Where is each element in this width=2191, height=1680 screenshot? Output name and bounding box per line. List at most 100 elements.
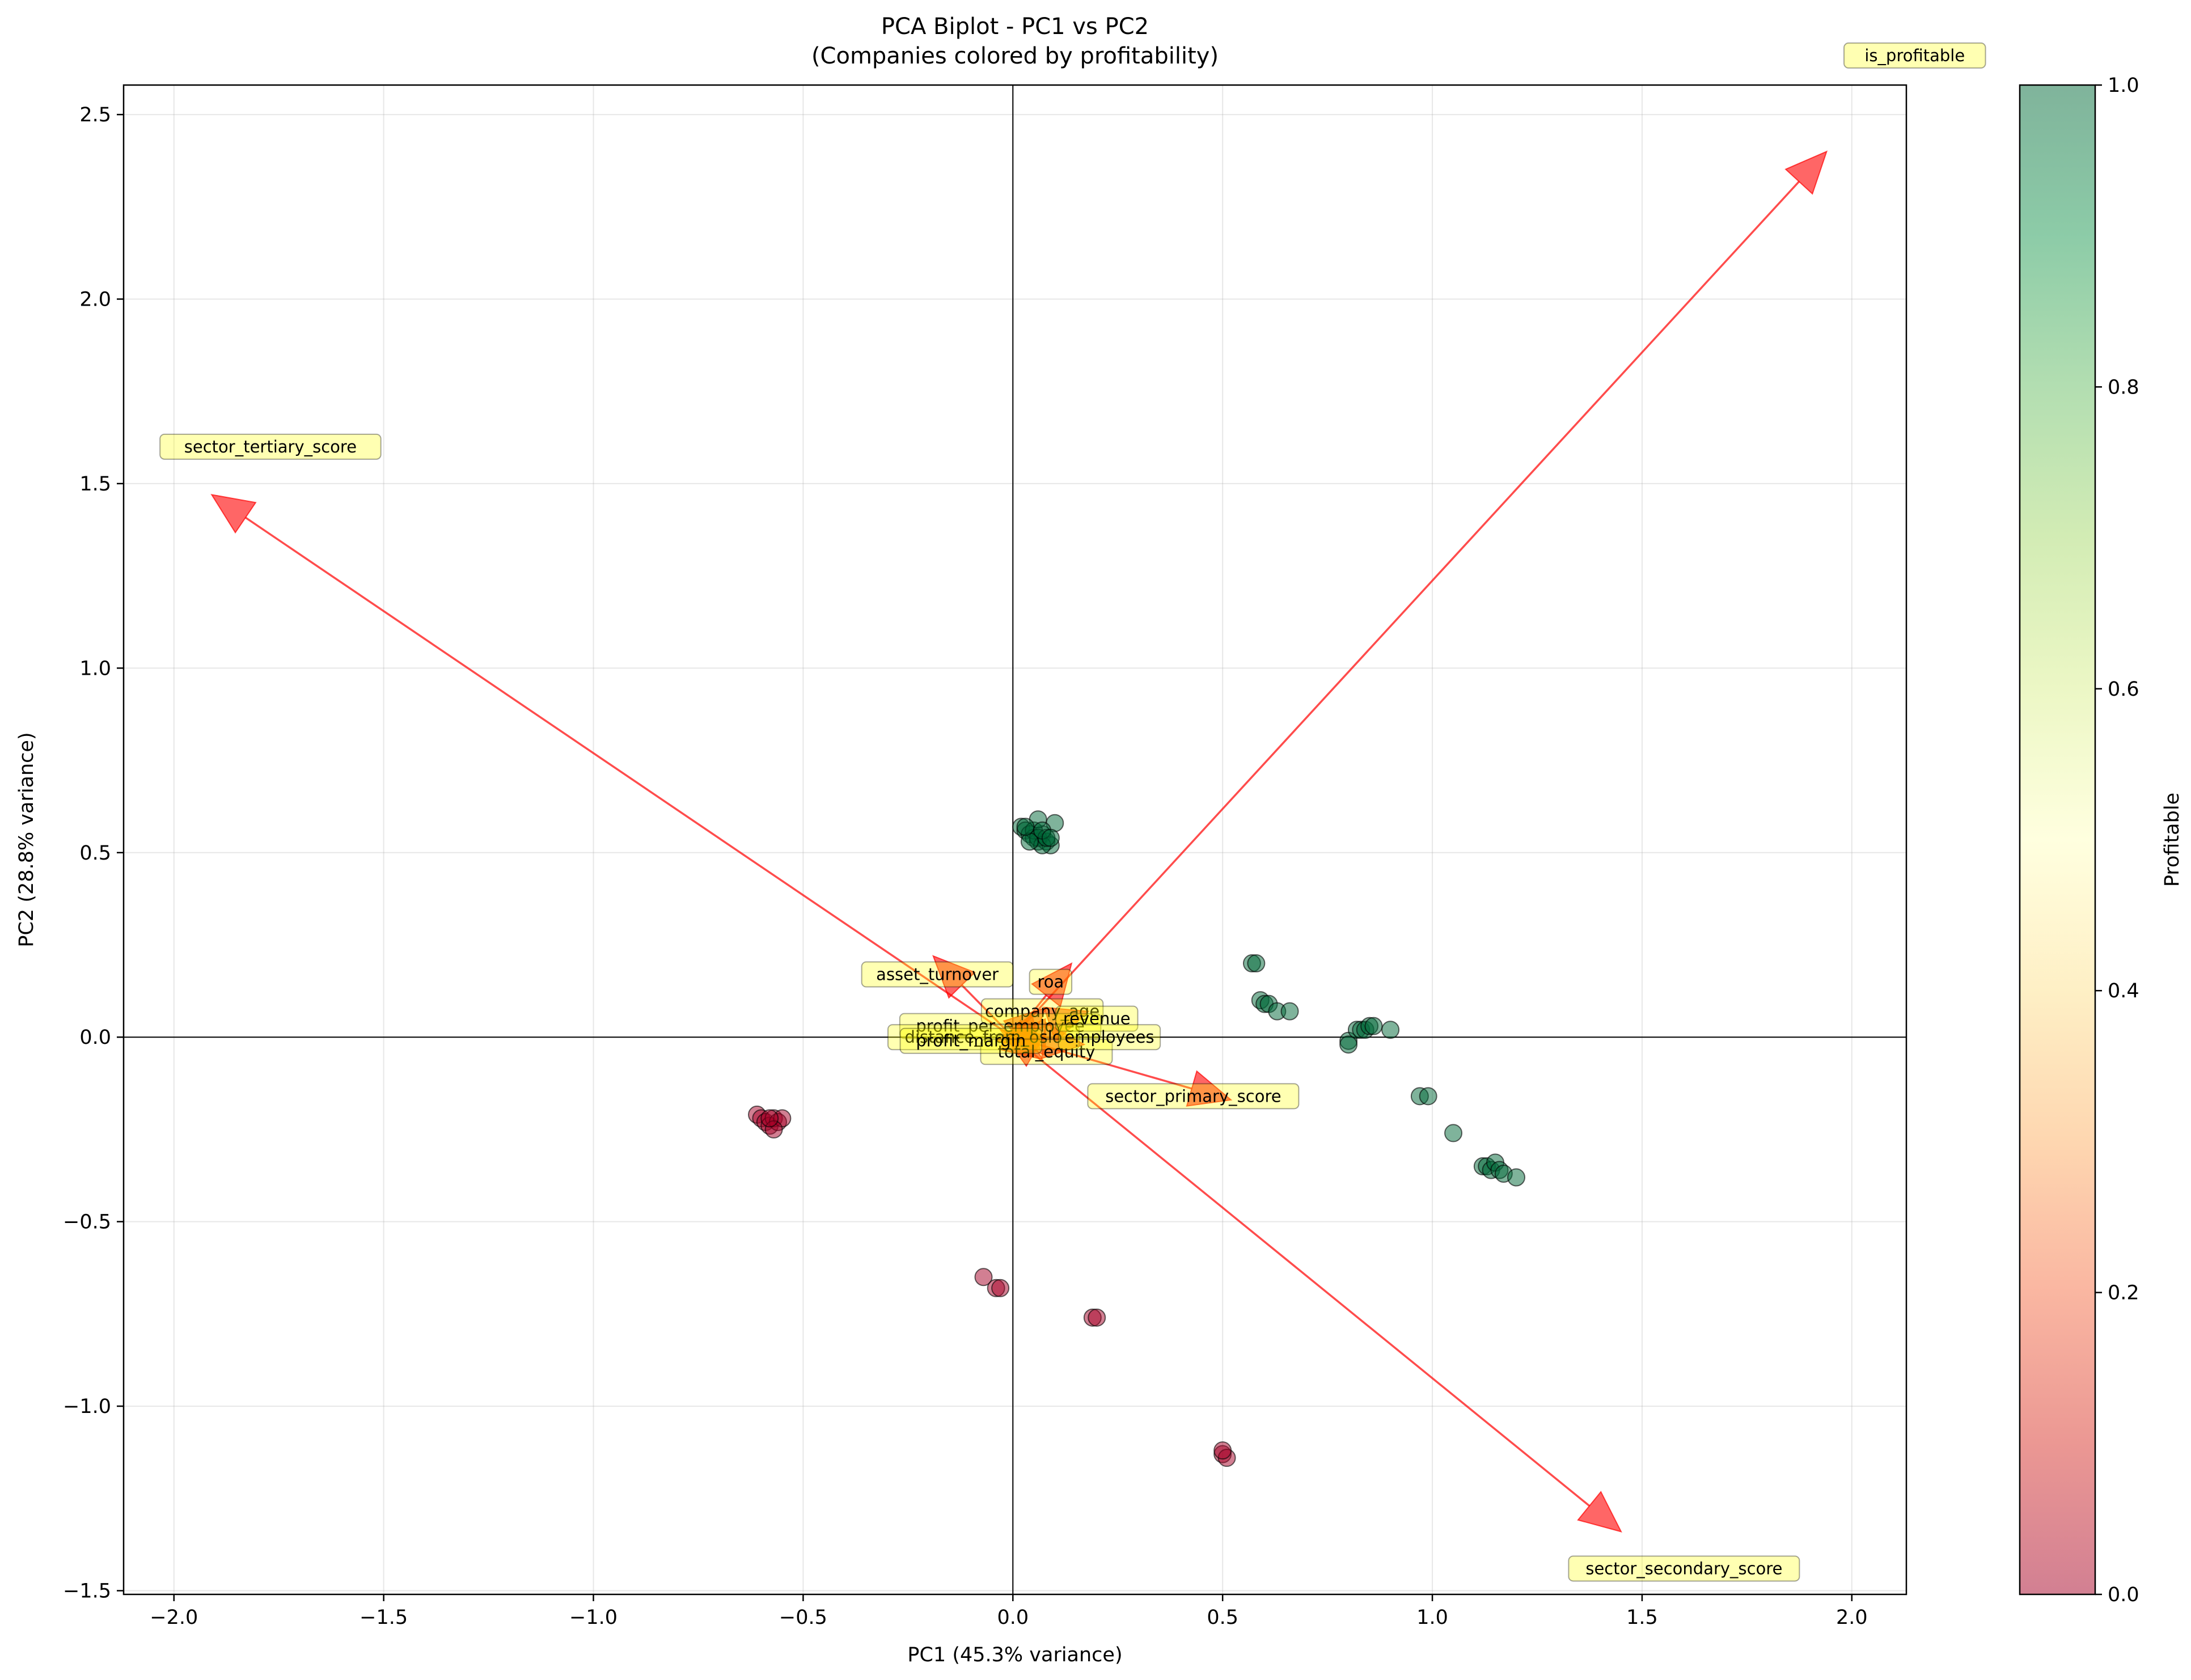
loading-arrows [210, 150, 1828, 1533]
loading-label: profit_per_employee [899, 1013, 1102, 1039]
x-tick-label: 0.0 [997, 1606, 1029, 1629]
plot-frame [122, 84, 1907, 1596]
loading-arrow-head [210, 494, 257, 534]
loading-arrow-head [1031, 962, 1073, 1008]
loading-arrow-line [1012, 180, 1800, 1038]
loading-arrow-head [932, 955, 976, 999]
loading-label-box [899, 1027, 1043, 1054]
loading-label: roa [1029, 968, 1073, 995]
colorbar-ticks: 0.0 0.2 0.4 0.6 0.8 1.0 [2095, 74, 2139, 1606]
point-profitable [1507, 1168, 1526, 1187]
loading-label-text: roa [1037, 972, 1064, 992]
x-axis-ticks: −2.0 −1.5 −1.0 −0.5 0.0 0.5 1.0 1.5 2.0 [150, 1594, 1868, 1629]
loading-label: sector_tertiary_score [159, 433, 382, 460]
x-tick-label: −1.5 [359, 1606, 408, 1629]
loading-label-box [1568, 1555, 1800, 1582]
chart-title: PCA Biplot - PC1 vs PC2 [881, 14, 1149, 40]
point-unprofitable [1213, 1441, 1232, 1460]
loading-label-box [980, 1039, 1113, 1065]
loading-label-text: employees [1064, 1027, 1154, 1047]
loading-label-box [1029, 968, 1073, 995]
x-tick-label: −1.0 [569, 1606, 617, 1629]
point-profitable [1247, 954, 1266, 973]
colorbar [2020, 85, 2095, 1594]
colorbar-label: Profitable [2161, 793, 2184, 887]
colorbar-tick-label: 0.2 [2108, 1282, 2139, 1305]
loading-label-text: distance_from_oslo [905, 1027, 1063, 1047]
point-profitable [1041, 828, 1060, 847]
loading-label: company_age [980, 998, 1104, 1025]
loading-arrow-head [1003, 1018, 1046, 1056]
loading-label: is_profitable [1843, 42, 1986, 69]
y-axis-ticks: −1.5 −1.0 −0.5 0.0 0.5 1.0 1.5 2.0 2.5 [63, 104, 124, 1602]
colorbar-tick-label: 0.4 [2108, 980, 2139, 1002]
point-profitable [1444, 1124, 1463, 1142]
loading-label: revenue [1055, 1005, 1139, 1032]
loading-arrow-head [1577, 1491, 1622, 1533]
loading-label-box [1843, 42, 1986, 69]
y-tick-label: 0.0 [79, 1026, 111, 1049]
loading-label-text: sector_tertiary_score [184, 437, 357, 456]
loading-label-box [887, 1024, 1080, 1051]
loading-label-box [861, 961, 1014, 988]
colorbar-frame [2019, 84, 2096, 1596]
loading-label-text: profit_margin [916, 1031, 1026, 1051]
point-unprofitable [974, 1268, 993, 1287]
x-tick-label: 2.0 [1836, 1606, 1868, 1629]
loading-label: profit_margin [899, 1027, 1043, 1054]
loading-label-text: sector_primary_score [1105, 1086, 1281, 1106]
y-tick-label: −0.5 [63, 1211, 111, 1234]
loading-labels: is_profitable sector_tertiary_scoresector… [159, 42, 1986, 1582]
x-tick-label: −0.5 [779, 1606, 827, 1629]
loading-label-text: is_profitable [1864, 46, 1965, 65]
point-profitable [1280, 1002, 1299, 1021]
loading-label-box [980, 998, 1104, 1025]
y-tick-label: 1.5 [79, 473, 111, 496]
loading-label-text: asset_turnover [876, 965, 999, 984]
y-tick-label: −1.5 [63, 1580, 111, 1602]
point-profitable [1419, 1087, 1437, 1106]
loading-arrow-line [961, 984, 1014, 1038]
x-tick-label: −2.0 [150, 1606, 198, 1629]
colorbar-tick-label: 0.0 [2108, 1584, 2139, 1606]
x-axis-label: PC1 (45.3% variance) [907, 1644, 1122, 1666]
loading-label-box [1087, 1083, 1300, 1110]
colorbar-tick-label: 0.6 [2108, 678, 2139, 701]
loading-label-text: sector_secondary_score [1585, 1559, 1782, 1578]
loading-label: employees [1058, 1024, 1161, 1051]
loading-label-box [899, 1013, 1102, 1039]
point-unprofitable [1088, 1308, 1106, 1327]
loading-label-box [1055, 1005, 1139, 1032]
loading-label: sector_secondary_score [1568, 1555, 1800, 1582]
loading-label-text: company_age [985, 1002, 1099, 1021]
loading-label-text: profit_per_employee [916, 1017, 1084, 1036]
loading-label: total_equity [980, 1039, 1113, 1065]
loading-arrow-head [1784, 150, 1828, 195]
colorbar-tick-label: 0.8 [2108, 376, 2139, 399]
y-tick-label: 0.5 [79, 842, 111, 865]
x-tick-label: 1.5 [1626, 1606, 1658, 1629]
scatter-points [748, 810, 1526, 1467]
y-tick-label: 2.5 [79, 104, 111, 126]
colorbar-tick-label: 1.0 [2108, 74, 2139, 97]
loading-label-text: revenue [1063, 1009, 1131, 1029]
point-unprofitable [991, 1279, 1010, 1297]
loading-label: asset_turnover [861, 961, 1014, 988]
point-unprofitable [760, 1109, 779, 1128]
chart-subtitle: (Companies colored by profitability) [811, 43, 1219, 69]
loading-label-box [159, 433, 382, 460]
loading-label: distance_from_oslo [887, 1024, 1080, 1051]
x-tick-label: 1.0 [1416, 1606, 1448, 1629]
point-profitable [1016, 818, 1035, 836]
y-tick-label: −1.0 [63, 1395, 111, 1418]
loading-label-box [1058, 1024, 1161, 1051]
loading-label: sector_primary_score [1087, 1083, 1300, 1110]
point-profitable [1364, 1017, 1383, 1035]
loading-arrow-line [244, 517, 1014, 1038]
y-tick-label: 1.0 [79, 657, 111, 680]
y-axis-label: PC2 (28.8% variance) [15, 732, 38, 947]
y-tick-label: 2.0 [79, 288, 111, 311]
loading-arrow-head [1186, 1070, 1233, 1107]
